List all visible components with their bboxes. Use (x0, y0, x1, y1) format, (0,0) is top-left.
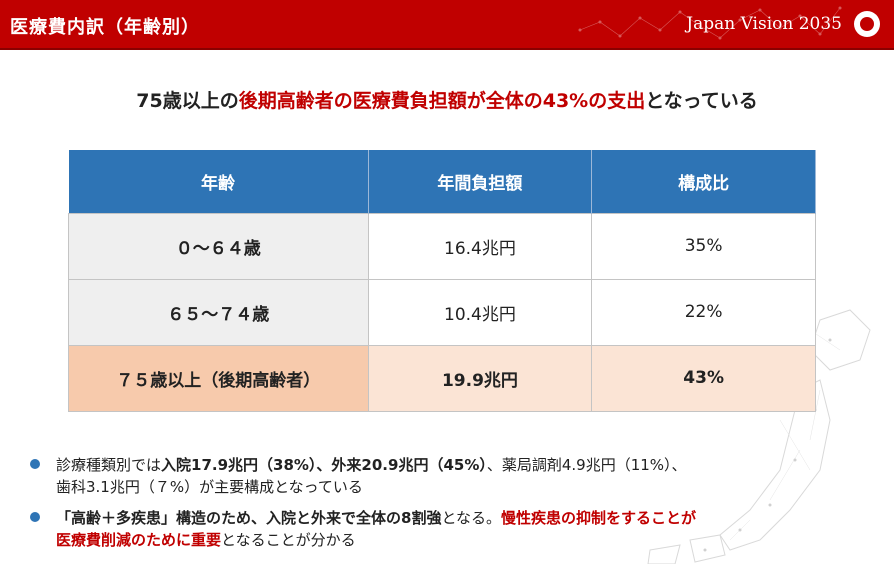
bullet-text: となる。 (441, 509, 502, 527)
cell-ratio: 35% (591, 212, 816, 280)
page-title: 医療費内訳（年齢別） (10, 17, 200, 38)
bullet-icon (30, 459, 40, 469)
table-row-highlighted: ７５歳以上（後期高齢者） 19.9兆円 43% (68, 344, 816, 412)
bullet-text: 、薬局調剤4.9兆円（11%）、 (486, 456, 687, 474)
cell-amount: 19.9兆円 (367, 344, 593, 412)
cell-age: ０～６４歳 (68, 212, 369, 280)
cell-ratio: 43% (591, 344, 816, 412)
bullet-text: となることが分かる (221, 531, 356, 549)
cell-age: ７５歳以上（後期高齢者） (68, 344, 369, 412)
bullet-text: 歯科3.1兆円（７%）が主要構成となっている (56, 478, 363, 496)
headline: 75歳以上の後期高齢者の医療費負担額が全体の43%の支出となっている (0, 86, 894, 113)
bullet-text-bold: 「高齢＋多疾患」構造のため、入院と外来で全体の8割強 (56, 509, 442, 527)
brand-name: Japan Vision 2035 (686, 14, 842, 34)
bullet-icon (30, 512, 40, 522)
list-item: 診療種類別では入院17.9兆円（38%）、外来20.9兆円（45%）、薬局調剤4… (30, 454, 880, 498)
col-header-age: 年齢 (68, 150, 369, 213)
col-header-amount: 年間負担額 (368, 150, 593, 213)
table-row: ６５～７４歳 10.4兆円 22% (68, 278, 816, 346)
brand-logo-icon (854, 11, 880, 37)
bullet-text-bold: 入院17.9兆円（38%）、外来20.9兆円（45%） (161, 456, 487, 474)
bullet-list: 診療種類別では入院17.9兆円（38%）、外来20.9兆円（45%）、薬局調剤4… (30, 454, 880, 560)
header-map-pattern (578, 6, 842, 40)
medical-cost-table: 年齢 年間負担額 構成比 ０～６４歳 16.4兆円 35% ６５～７４歳 10.… (68, 150, 816, 412)
headline-part1: 75歳以上の (136, 90, 239, 112)
header-bar: 医療費内訳（年齢別） Japan Vision 2035 (0, 0, 894, 50)
col-header-ratio: 構成比 (591, 150, 816, 213)
japan-map-background (647, 309, 871, 564)
bullet-text-emphasis: 慢性疾患の抑制をすることが (501, 509, 697, 527)
bullet-text-emphasis: 医療費削減のために重要 (56, 531, 222, 549)
bullet-text: 診療種類別では (56, 456, 162, 474)
cell-ratio: 22% (591, 278, 816, 346)
cell-amount: 16.4兆円 (367, 212, 593, 280)
table-row: ０～６４歳 16.4兆円 35% (68, 212, 816, 280)
cell-age: ６５～７４歳 (68, 278, 369, 346)
headline-emphasis: 後期高齢者の医療費負担額が全体の43%の支出 (238, 90, 646, 112)
cell-amount: 10.4兆円 (367, 278, 593, 346)
table-header-row: 年齢 年間負担額 構成比 (68, 150, 816, 213)
list-item: 「高齢＋多疾患」構造のため、入院と外来で全体の8割強となる。慢性疾患の抑制をする… (30, 507, 880, 551)
headline-part3: となっている (645, 90, 758, 112)
